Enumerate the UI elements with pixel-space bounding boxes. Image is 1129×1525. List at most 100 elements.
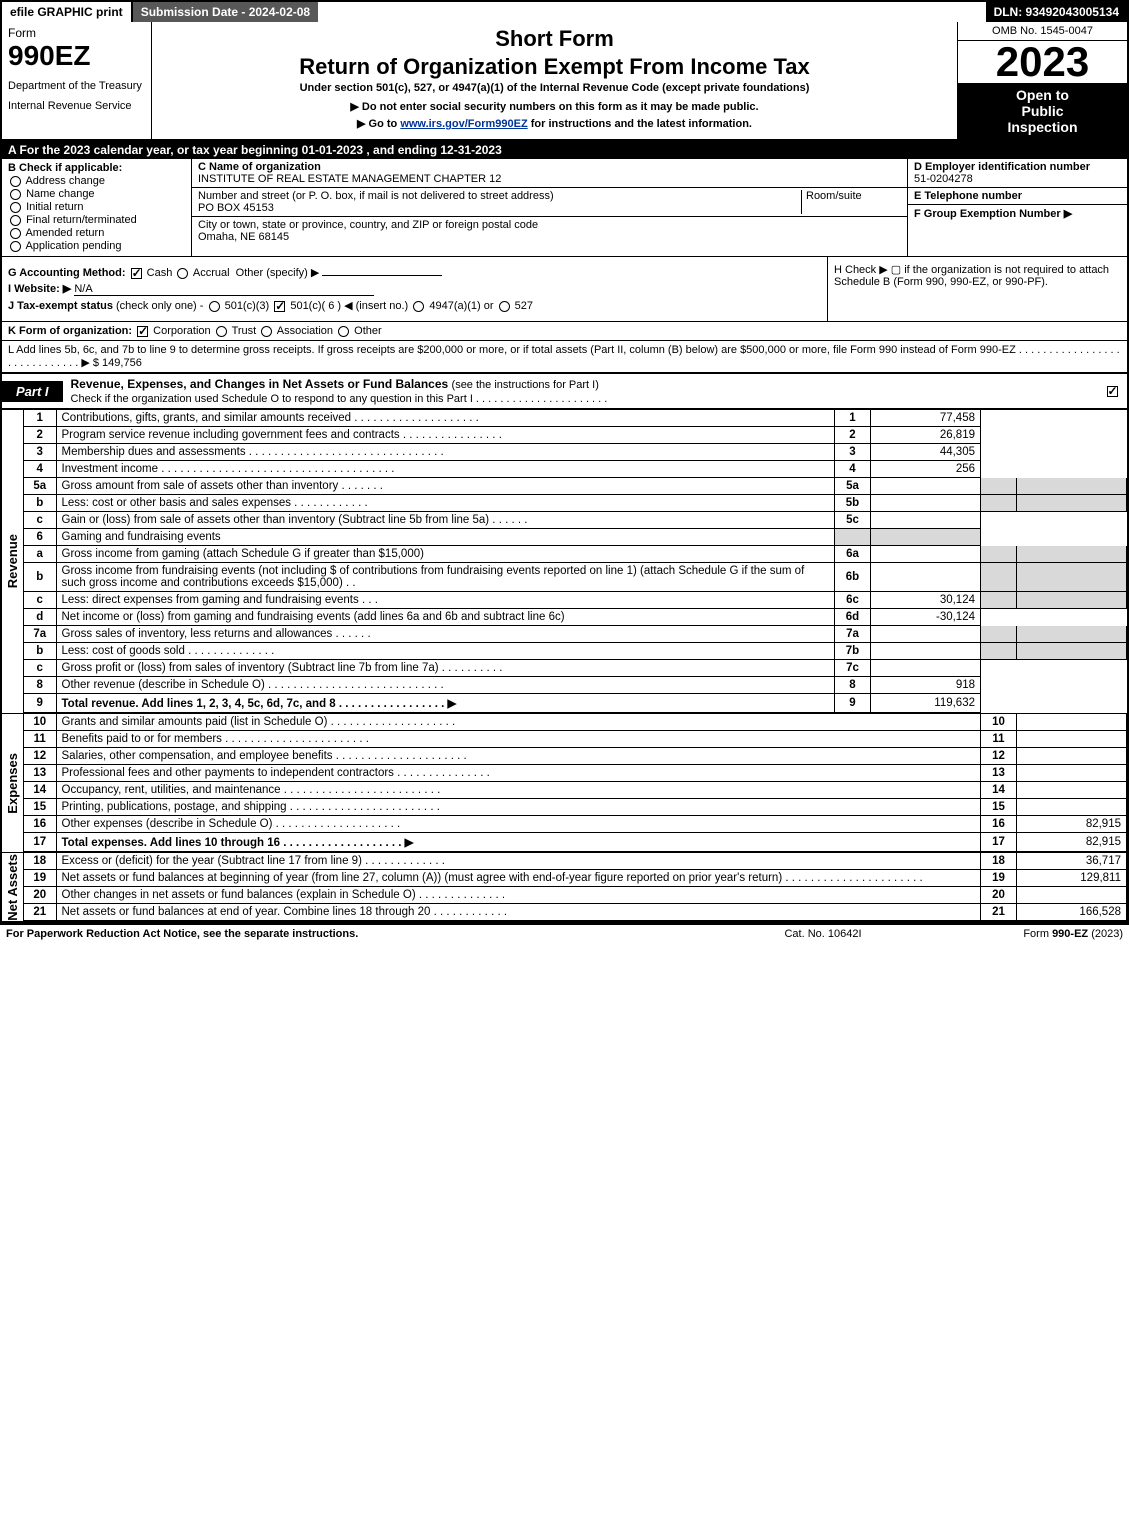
row-6c-shade2 [1017, 592, 1127, 609]
circle-501c3[interactable] [209, 301, 220, 312]
row-6c-desc: Less: direct expenses from gaming and fu… [56, 592, 835, 609]
gh-block: G Accounting Method: Cash Accrual Other … [2, 257, 1127, 322]
row-7b-desc: Less: cost of goods sold . . . . . . . .… [56, 643, 835, 660]
b-opt-address: Address change [8, 175, 185, 187]
row-6a-midval [871, 546, 981, 563]
b-opt-final: Final return/terminated [8, 214, 185, 226]
row-10-num: 10 [24, 714, 56, 731]
checkbox-corp[interactable] [137, 326, 148, 337]
part1-title: Revenue, Expenses, and Changes in Net As… [71, 377, 449, 391]
row-9-desc: Total revenue. Add lines 1, 2, 3, 4, 5c,… [56, 694, 835, 713]
row-21-val: 166,528 [1017, 904, 1127, 921]
line-h: H Check ▶ ▢ if the organization is not r… [827, 257, 1127, 321]
sub-rows-kl: K Form of organization: Corporation Trus… [2, 322, 1127, 373]
section-c: C Name of organization INSTITUTE OF REAL… [192, 159, 907, 256]
row-13-boxnum: 13 [981, 765, 1017, 782]
ssn-warning: ▶ Do not enter social security numbers o… [158, 100, 951, 113]
l-text: L Add lines 5b, 6c, and 7b to line 9 to … [8, 344, 1120, 369]
row-6a-shade1 [981, 546, 1017, 563]
row-21-num: 21 [24, 904, 56, 921]
row-7b-num: b [24, 643, 56, 660]
f-group: F Group Exemption Number ▶ [908, 205, 1127, 222]
row-15-boxnum: 15 [981, 799, 1017, 816]
circle-icon[interactable] [10, 189, 21, 200]
irs-link[interactable]: www.irs.gov/Form990EZ [400, 118, 527, 130]
row-9: 9Total revenue. Add lines 1, 2, 3, 4, 5c… [24, 694, 1127, 713]
row-18-boxnum: 18 [981, 853, 1017, 870]
row-7c: cGross profit or (loss) from sales of in… [24, 660, 1127, 677]
row-1-desc: Contributions, gifts, grants, and simila… [56, 410, 835, 427]
row-14-num: 14 [24, 782, 56, 799]
row-5a-num: 5a [24, 478, 56, 495]
row-12-boxnum: 12 [981, 748, 1017, 765]
revenue-side-text: Revenue [5, 534, 20, 588]
row-6d-num: d [24, 609, 56, 626]
g-cash-label: Cash [147, 267, 173, 279]
efile-print-label[interactable]: efile GRAPHIC print [2, 2, 133, 22]
row-6a-shade2 [1017, 546, 1127, 563]
footer-catno: Cat. No. 10642I [723, 928, 923, 940]
row-12-val [1017, 748, 1127, 765]
circle-icon[interactable] [10, 228, 21, 239]
row-6a: aGross income from gaming (attach Schedu… [24, 546, 1127, 563]
circle-icon[interactable] [10, 176, 21, 187]
checkbox-cash[interactable] [131, 268, 142, 279]
row-2-val: 26,819 [871, 427, 981, 444]
top-bar: efile GRAPHIC print Submission Date - 20… [2, 2, 1127, 22]
row-16-boxnum: 16 [981, 816, 1017, 833]
row-6b-midval [871, 563, 981, 592]
checkbox-501c[interactable] [274, 301, 285, 312]
row-7a-desc: Gross sales of inventory, less returns a… [56, 626, 835, 643]
row-4: 4Investment income . . . . . . . . . . .… [24, 461, 1127, 478]
row-15: 15Printing, publications, postage, and s… [24, 799, 1127, 816]
circle-trust[interactable] [216, 326, 227, 337]
expenses-side-text: Expenses [5, 753, 20, 814]
row-9-num: 9 [24, 694, 56, 713]
row-8-boxnum: 8 [835, 677, 871, 694]
row-2-desc: Program service revenue including govern… [56, 427, 835, 444]
row-4-num: 4 [24, 461, 56, 478]
row-19: 19Net assets or fund balances at beginni… [24, 870, 1127, 887]
checkbox-schedo[interactable] [1107, 386, 1118, 397]
row-5b-midval [871, 495, 981, 512]
row-13-val [1017, 765, 1127, 782]
row-11-desc: Benefits paid to or for members . . . . … [56, 731, 981, 748]
circle-icon[interactable] [10, 215, 21, 226]
expenses-section: Expenses 10Grants and similar amounts pa… [2, 713, 1127, 852]
row-2: 2Program service revenue including gover… [24, 427, 1127, 444]
row-5b-midnum: 5b [835, 495, 871, 512]
j-note: (check only one) - [116, 300, 203, 312]
circle-icon[interactable] [10, 241, 21, 252]
k-label: K Form of organization: [8, 325, 132, 337]
b-opt-amended: Amended return [8, 227, 185, 239]
row-6b-shade1 [981, 563, 1017, 592]
tel-label: E Telephone number [914, 190, 1022, 202]
expenses-side-label: Expenses [2, 714, 24, 852]
circle-4947[interactable] [413, 301, 424, 312]
j-o1-label: 501(c)(3) [225, 300, 270, 312]
circle-accrual[interactable] [177, 268, 188, 279]
row-6-shade2 [871, 529, 981, 546]
row-6a-desc: Gross income from gaming (attach Schedul… [56, 546, 835, 563]
goto-prefix: ▶ Go to [357, 118, 400, 130]
circle-assoc[interactable] [261, 326, 272, 337]
row-6c-midnum: 6c [835, 592, 871, 609]
circle-other[interactable] [338, 326, 349, 337]
row-3: 3Membership dues and assessments . . . .… [24, 444, 1127, 461]
row-14: 14Occupancy, rent, utilities, and mainte… [24, 782, 1127, 799]
row-5c-boxnum: 5c [835, 512, 871, 529]
row-a-calendar-year: A For the 2023 calendar year, or tax yea… [2, 141, 1127, 159]
circle-527[interactable] [499, 301, 510, 312]
c-name-row: C Name of organization INSTITUTE OF REAL… [192, 159, 907, 188]
row-5a-desc: Gross amount from sale of assets other t… [56, 478, 835, 495]
circle-icon[interactable] [10, 202, 21, 213]
netassets-grid: 18Excess or (deficit) for the year (Subt… [24, 853, 1127, 921]
g-other-input[interactable] [322, 275, 442, 276]
row-8-val: 918 [871, 677, 981, 694]
row-20-boxnum: 20 [981, 887, 1017, 904]
row-6c-midval: 30,124 [871, 592, 981, 609]
row-19-num: 19 [24, 870, 56, 887]
row-16-num: 16 [24, 816, 56, 833]
part1-schedule-o-check [1097, 384, 1127, 398]
row-6: 6Gaming and fundraising events [24, 529, 1127, 546]
